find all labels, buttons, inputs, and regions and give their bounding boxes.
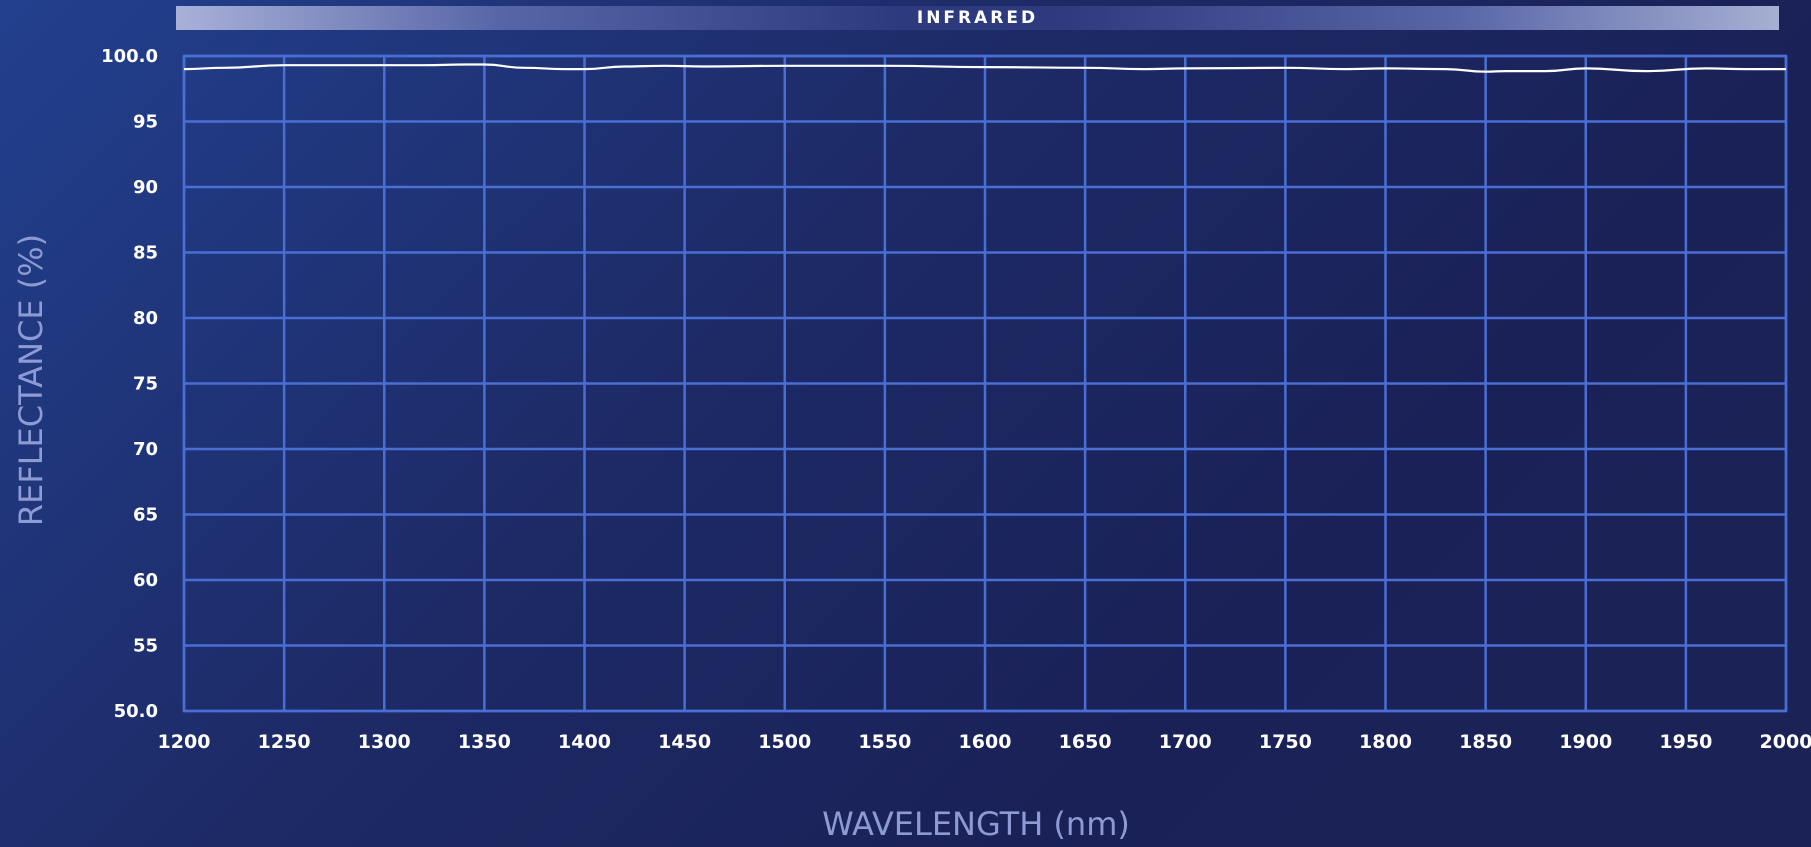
- x-axis-title: WAVELENGTH (nm): [822, 805, 1130, 843]
- x-tick-label: 1550: [858, 731, 911, 753]
- x-tick-label: 1650: [1059, 731, 1112, 753]
- series-line: [183, 63, 1786, 73]
- chart-grid: [182, 54, 1788, 713]
- y-tick-label: 75: [133, 374, 158, 395]
- y-tick-label: 60: [133, 570, 158, 591]
- y-tick-label: 100.0: [101, 46, 158, 67]
- x-axis-ticks: 1200 1250 1300 1350 1400 1450 1500 1550 1600 1650…: [158, 731, 1811, 753]
- x-tick-label: 1350: [458, 731, 511, 753]
- x-tick-label: 1400: [558, 731, 611, 753]
- x-tick-label: 1800: [1359, 731, 1412, 753]
- x-tick-label: 1700: [1159, 731, 1212, 753]
- x-tick-label: 1200: [158, 731, 211, 753]
- y-tick-label: 50.0: [114, 701, 158, 722]
- y-tick-label: 65: [133, 505, 158, 526]
- y-axis-ticks: 100.0 95 90 85 80 75 70 65 60 55 50.0: [101, 46, 158, 722]
- x-tick-label: 1900: [1559, 731, 1612, 753]
- y-tick-label: 90: [133, 177, 158, 198]
- band-label: INFRARED: [916, 8, 1039, 28]
- x-tick-label: 1250: [258, 731, 311, 753]
- x-tick-label: 1500: [758, 731, 811, 753]
- x-tick-label: 1750: [1259, 731, 1312, 753]
- x-tick-label: 1300: [358, 731, 411, 753]
- y-tick-label: 70: [133, 439, 158, 460]
- x-tick-label: 1950: [1659, 731, 1712, 753]
- x-tick-label: 1850: [1459, 731, 1512, 753]
- x-tick-label: 1450: [658, 731, 711, 753]
- y-tick-label: 85: [133, 243, 158, 264]
- x-tick-label: 2000: [1760, 731, 1811, 753]
- x-tick-label: 1600: [959, 731, 1012, 753]
- y-tick-label: 55: [133, 636, 158, 657]
- y-tick-label: 95: [133, 112, 158, 133]
- y-axis-title: REFLECTANCE (%): [12, 234, 50, 526]
- y-tick-label: 80: [133, 308, 158, 329]
- infrared-band: INFRARED: [176, 6, 1779, 30]
